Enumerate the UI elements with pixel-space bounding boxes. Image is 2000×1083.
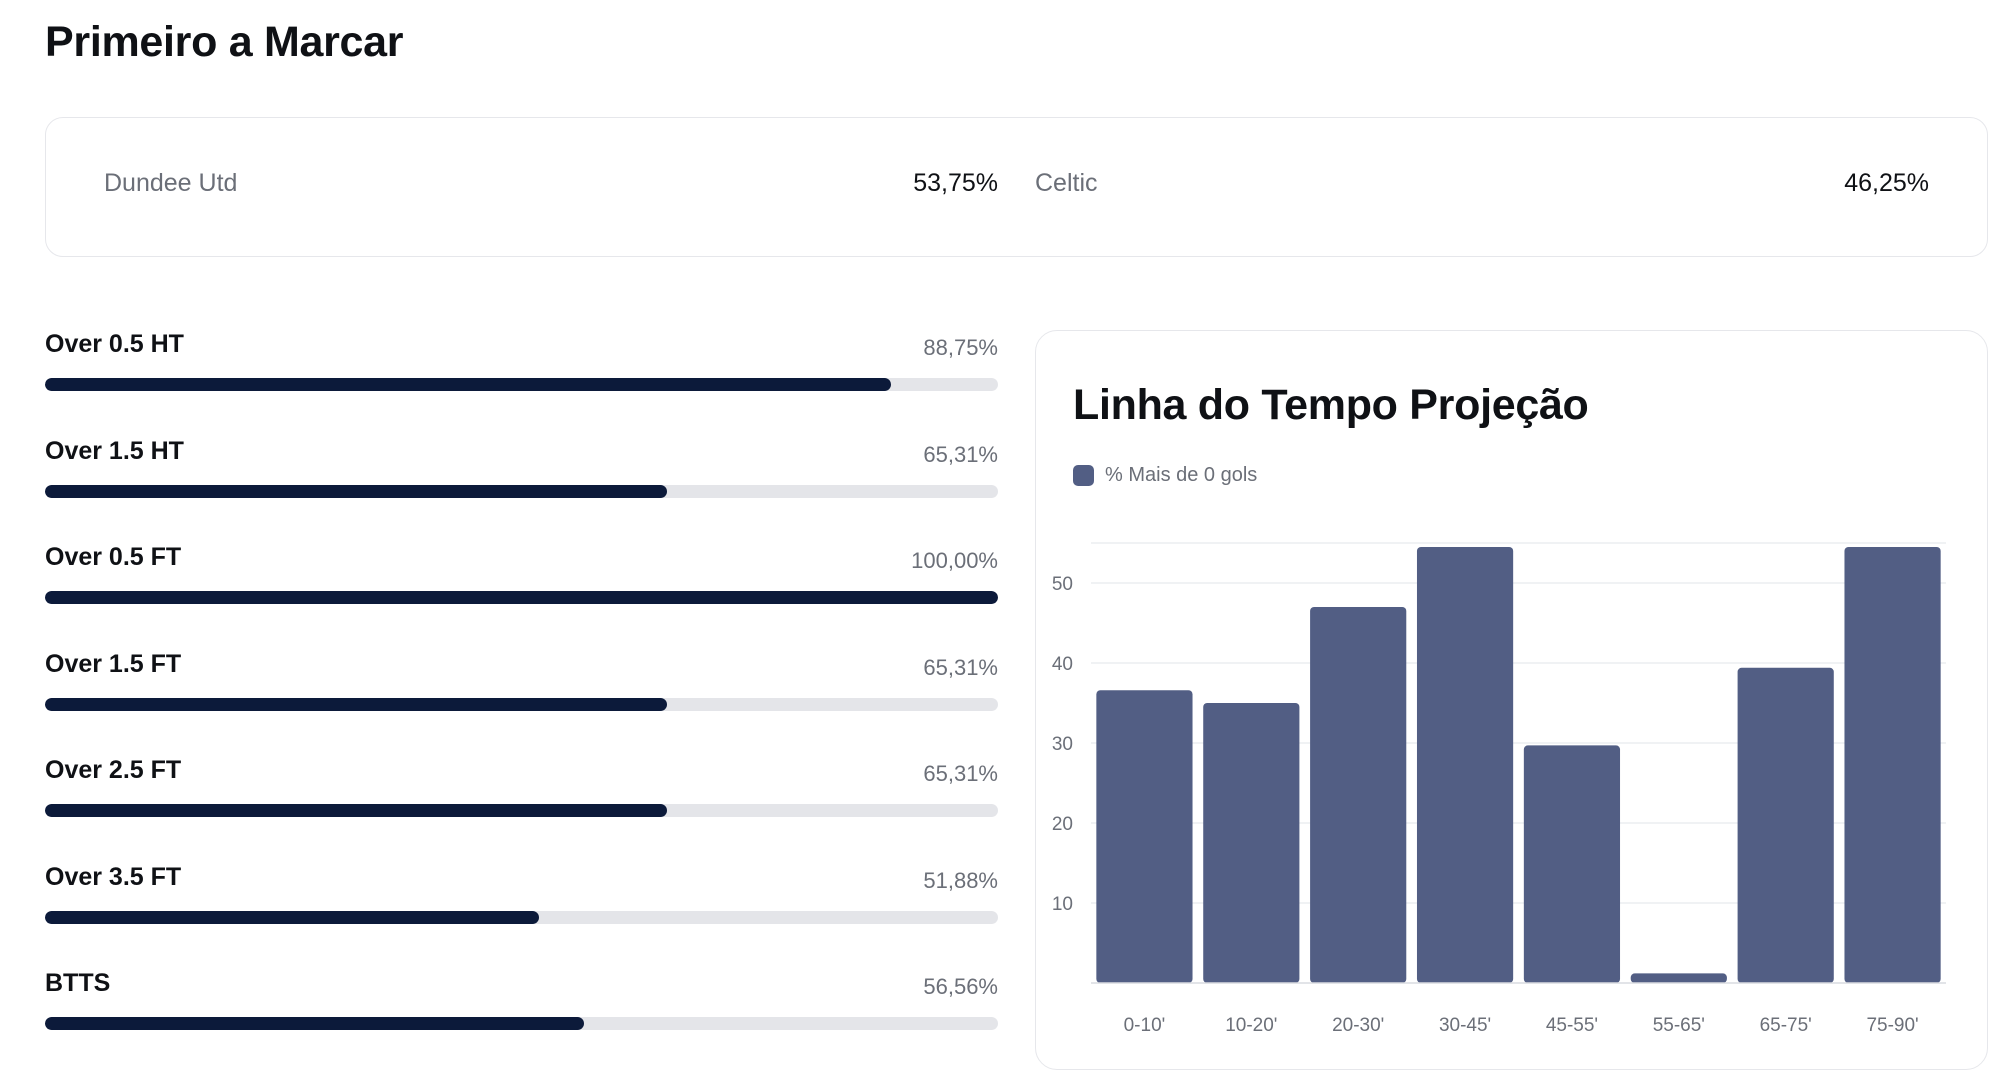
market-value: 65,31% — [923, 654, 998, 680]
progress-track — [45, 910, 998, 924]
progress-fill — [45, 484, 668, 498]
chart-bar[interactable] — [1737, 667, 1834, 983]
chart-bar[interactable] — [1096, 690, 1193, 983]
market-row: Over 0.5 HT 88,75% — [45, 328, 998, 435]
progress-track — [45, 484, 998, 498]
away-team-percentage: 46,25% — [1844, 168, 1929, 197]
y-tick-label: 10 — [1052, 894, 1073, 915]
progress-fill — [45, 1017, 585, 1030]
progress-track — [45, 1017, 998, 1030]
progress-fill — [45, 804, 668, 817]
chart-bar[interactable] — [1844, 547, 1941, 983]
legend-swatch — [1073, 465, 1094, 486]
market-row: Over 3.5 FT 51,88% — [45, 861, 998, 968]
market-row: BTTS 56,56% — [45, 967, 998, 1074]
market-value: 88,75% — [923, 335, 998, 360]
market-value: 100,00% — [911, 548, 998, 573]
home-team-row: Dundee Utd 53,75% — [104, 163, 998, 203]
chart-bar[interactable] — [1416, 547, 1514, 983]
progress-fill — [45, 910, 540, 924]
market-label: Over 3.5 FT — [45, 862, 182, 891]
progress-fill — [45, 378, 891, 391]
x-tick-label: 10-20' — [1225, 1015, 1277, 1036]
x-tick-label: 65-75' — [1760, 1015, 1812, 1036]
market-label: Over 0.5 HT — [45, 330, 184, 358]
x-tick-label: 55-65' — [1653, 1015, 1705, 1036]
y-tick-label: 40 — [1052, 654, 1073, 675]
bar-chart: 10 20 30 40 50 0-10' 10-20' 20-30' 30-45' 45-55' 5… — [1052, 542, 1946, 1036]
x-tick-label: 0-10' — [1124, 1015, 1166, 1036]
goal-markets-list: Over 0.5 HT 88,75% Over 1.5 HT 65,31% Ov… — [45, 328, 998, 1074]
chart-bar[interactable] — [1310, 607, 1407, 983]
market-row: Over 1.5 HT 65,31% — [45, 435, 998, 542]
market-value: 51,88% — [923, 867, 998, 893]
legend-label: % Mais de 0 gols — [1105, 464, 1258, 486]
market-row: Over 0.5 FT 100,00% — [45, 541, 998, 648]
progress-track — [45, 804, 998, 817]
x-tick-label: 45-55' — [1546, 1015, 1598, 1036]
market-value: 65,31% — [923, 761, 998, 786]
progress-track — [45, 591, 998, 604]
market-label: BTTS — [45, 969, 111, 997]
x-tick-label: 75-90' — [1866, 1015, 1918, 1036]
x-tick-label: 30-45' — [1439, 1015, 1491, 1036]
chart-title: Linha do Tempo Projeção — [1073, 381, 1589, 429]
market-value: 56,56% — [923, 974, 998, 999]
page-title: Primeiro a Marcar — [45, 18, 404, 66]
progress-track — [45, 378, 998, 391]
y-tick-label: 50 — [1052, 574, 1073, 595]
away-team-row: Celtic 46,25% — [1035, 163, 1929, 203]
chart-bar[interactable] — [1630, 973, 1727, 983]
y-tick-label: 30 — [1052, 734, 1073, 755]
progress-track — [45, 697, 998, 711]
chart-legend[interactable]: % Mais de 0 gols — [1073, 464, 1257, 487]
chart-bar[interactable] — [1523, 745, 1621, 983]
market-row: Over 1.5 FT 65,31% — [45, 648, 998, 755]
progress-fill — [45, 591, 998, 604]
away-team-name: Celtic — [1035, 168, 1098, 197]
home-team-percentage: 53,75% — [913, 168, 998, 197]
market-label: Over 1.5 FT — [45, 649, 182, 678]
timeline-chart-card: Linha do Tempo Projeção % Mais de 0 gols… — [1035, 330, 1988, 1070]
first-to-score-card: Dundee Utd 53,75% Celtic 46,25% — [45, 117, 1988, 257]
chart-bar[interactable] — [1203, 703, 1300, 983]
market-value: 65,31% — [923, 441, 998, 467]
market-row: Over 2.5 FT 65,31% — [45, 754, 998, 861]
market-label: Over 2.5 FT — [45, 756, 182, 784]
home-team-name: Dundee Utd — [104, 168, 238, 197]
y-tick-label: 20 — [1052, 814, 1073, 835]
x-tick-label: 20-30' — [1332, 1015, 1384, 1036]
progress-fill — [45, 697, 668, 711]
market-label: Over 0.5 FT — [45, 543, 182, 571]
market-label: Over 1.5 HT — [45, 436, 184, 465]
